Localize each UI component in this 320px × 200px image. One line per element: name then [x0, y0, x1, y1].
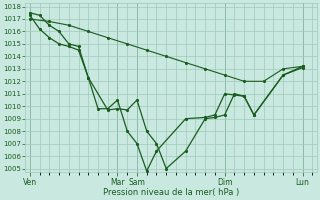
X-axis label: Pression niveau de la mer( hPa ): Pression niveau de la mer( hPa )	[103, 188, 239, 197]
